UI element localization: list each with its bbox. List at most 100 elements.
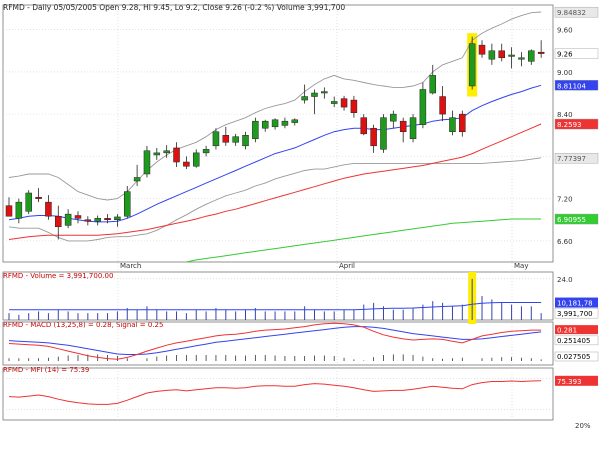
mfi-tick-label: 20%: [575, 422, 591, 430]
macd-panel-frame: [2, 321, 554, 366]
candle-up: [281, 120, 289, 126]
candle-up: [488, 50, 496, 60]
candle-up: [321, 91, 328, 94]
price-tick-label: 9.60: [557, 27, 573, 35]
candle-up: [15, 201, 23, 219]
candle-up: [192, 152, 200, 167]
candle-up: [330, 101, 338, 104]
value-tag: [554, 118, 599, 130]
candle-up: [528, 50, 535, 62]
macd-signal-line: [8, 326, 542, 355]
value-tag: [554, 307, 599, 319]
candle-down: [350, 99, 358, 113]
candle-up: [64, 213, 72, 226]
price-panel-frame: [2, 4, 554, 263]
x-label-april: April: [339, 262, 355, 270]
mfi-line: [8, 380, 542, 405]
value-tag-label: 7.77397: [557, 155, 586, 163]
value-tag-label: 8.81104: [557, 82, 586, 90]
value-tag: [554, 213, 599, 225]
candle-up: [153, 152, 161, 156]
candle-up: [409, 117, 417, 140]
value-tag: [554, 335, 599, 346]
candle-down: [459, 113, 466, 132]
candle-up: [419, 89, 427, 125]
candle-up: [133, 177, 141, 182]
ma-green-line: [186, 218, 542, 263]
candle-up: [291, 119, 299, 123]
candle-up: [508, 54, 515, 57]
candle-down: [222, 135, 230, 143]
candle-down: [5, 205, 13, 217]
value-tag: [554, 153, 599, 164]
candle-up: [311, 92, 318, 97]
bollinger-upper-line: [8, 11, 542, 201]
candle-down: [104, 218, 111, 221]
price-tick-label: 9.00: [557, 69, 573, 77]
candle-down: [537, 51, 545, 54]
value-tag-label: 0.027505: [557, 353, 590, 361]
value-tag: [554, 6, 599, 18]
candle-up: [301, 96, 308, 101]
value-tag-label: 8.2593: [557, 121, 582, 129]
candle-up: [202, 149, 210, 154]
candle-up: [212, 131, 220, 147]
vol-panel-frame: [2, 271, 554, 321]
candle-up: [252, 120, 259, 140]
header-title: RFMD - Daily 05/05/2005 Open 9.28, Hi 9.…: [3, 3, 345, 12]
candle-down: [55, 215, 62, 228]
value-tag-label: 75.393: [557, 378, 582, 386]
candle-down: [173, 147, 180, 163]
x-label-may: May: [514, 262, 528, 270]
candle-down: [84, 219, 92, 222]
mfi-panel-frame: [2, 367, 554, 421]
volume-panel-title: RFMD - Volume = 3,991,700.00: [3, 272, 113, 280]
value-tag-label: 0.281: [557, 327, 577, 335]
candle-down: [399, 120, 407, 132]
candle-up: [25, 192, 32, 212]
value-tag-label: 0.251405: [557, 337, 590, 345]
candle-up: [94, 218, 101, 222]
bollinger-lower-line: [8, 157, 542, 242]
value-tag-label: 6.90955: [557, 216, 586, 224]
volume-tick-label: 24.0: [557, 276, 573, 284]
candle-down: [74, 215, 82, 219]
candle-down: [498, 50, 505, 59]
candle-up: [232, 136, 239, 143]
candle-down: [35, 196, 42, 199]
candle-down: [340, 98, 348, 108]
price-tick-label: 8.40: [557, 111, 573, 119]
candle-up: [429, 75, 436, 94]
candle-down: [439, 96, 446, 115]
candle-down: [370, 127, 377, 147]
x-label-march: March: [120, 262, 141, 270]
value-tag: [555, 375, 598, 386]
candle-up: [271, 119, 279, 128]
volume-average-line: [9, 302, 542, 311]
macd-panel-title: RFMD - MACD (13,25,8) = 0.28, Signal = 0…: [3, 321, 163, 329]
macd-line: [8, 322, 542, 360]
mfi-panel-title: RFMD - MFI (14) = 75.39: [3, 366, 89, 374]
candle-up: [261, 120, 269, 129]
candle-up: [124, 191, 131, 217]
value-tag-label: 9.84832: [557, 9, 586, 17]
value-tag: [555, 325, 598, 335]
candle-down: [360, 117, 368, 135]
value-tag-label: 3,991,700: [557, 310, 593, 318]
value-tag: [555, 297, 598, 308]
price-tick-label: 6.60: [557, 238, 573, 246]
candle-down: [45, 201, 52, 217]
candle-up: [163, 150, 170, 154]
value-tag: [554, 351, 599, 362]
price-tick-label: 7.20: [557, 196, 573, 204]
candle-down: [478, 44, 486, 55]
value-tag: [554, 80, 599, 91]
plot-layers: 6.607.207.808.409.009.609.848329.268.811…: [2, 4, 599, 430]
candle-up: [390, 113, 397, 122]
candle-up: [518, 57, 525, 60]
candle-up: [468, 43, 476, 87]
candle-up: [242, 135, 249, 147]
